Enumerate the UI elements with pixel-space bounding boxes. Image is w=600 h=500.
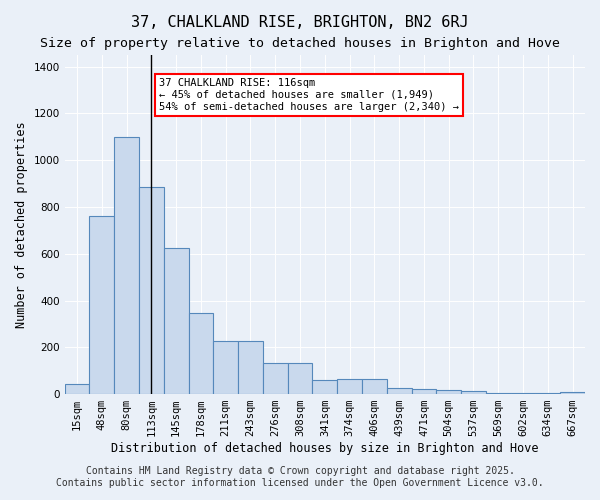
X-axis label: Distribution of detached houses by size in Brighton and Hove: Distribution of detached houses by size …: [111, 442, 539, 455]
Bar: [139, 187, 164, 394]
Bar: [362, 379, 387, 394]
Text: 37, CHALKLAND RISE, BRIGHTON, BN2 6RJ: 37, CHALKLAND RISE, BRIGHTON, BN2 6RJ: [131, 15, 469, 30]
Bar: [486, 393, 511, 394]
Bar: [65, 384, 89, 394]
Text: Contains HM Land Registry data © Crown copyright and database right 2025.
Contai: Contains HM Land Registry data © Crown c…: [56, 466, 544, 487]
Bar: [535, 393, 560, 394]
Bar: [89, 216, 114, 394]
Bar: [511, 393, 535, 394]
Bar: [560, 392, 585, 394]
Bar: [313, 380, 337, 394]
Bar: [114, 137, 139, 394]
Bar: [387, 388, 412, 394]
Bar: [263, 362, 287, 394]
Text: 37 CHALKLAND RISE: 116sqm
← 45% of detached houses are smaller (1,949)
54% of se: 37 CHALKLAND RISE: 116sqm ← 45% of detac…: [159, 78, 459, 112]
Bar: [337, 379, 362, 394]
Bar: [238, 341, 263, 394]
Bar: [412, 389, 436, 394]
Bar: [436, 390, 461, 394]
Text: Size of property relative to detached houses in Brighton and Hove: Size of property relative to detached ho…: [40, 38, 560, 51]
Bar: [287, 362, 313, 394]
Bar: [164, 248, 188, 394]
Bar: [461, 390, 486, 394]
Y-axis label: Number of detached properties: Number of detached properties: [15, 121, 28, 328]
Bar: [188, 314, 214, 394]
Bar: [214, 341, 238, 394]
